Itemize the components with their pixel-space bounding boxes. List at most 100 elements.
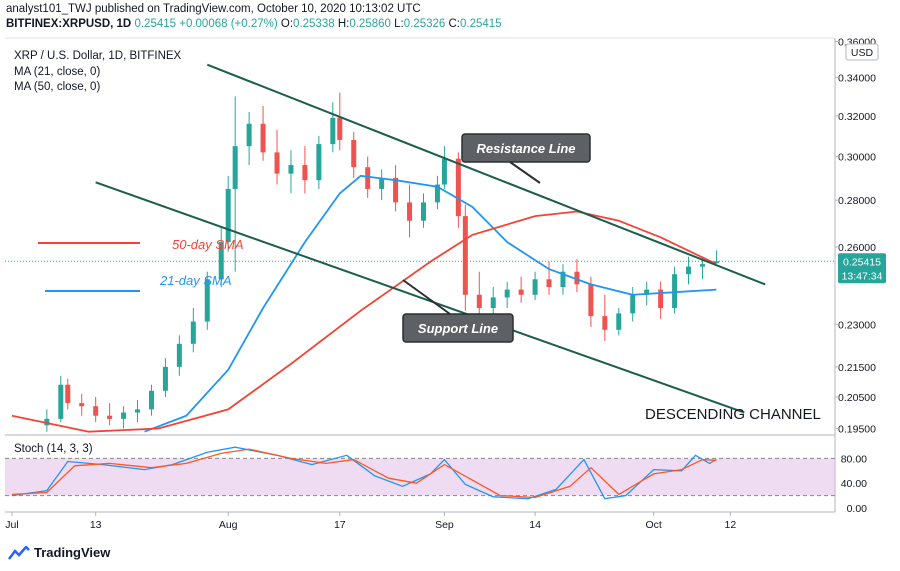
stoch-band — [5, 458, 835, 496]
candle — [204, 271, 210, 330]
time-tick-label: 17 — [334, 519, 346, 531]
candle — [337, 92, 343, 151]
usd-badge-label: USD — [851, 47, 874, 59]
candle — [225, 175, 231, 252]
support-callout: Support Line — [402, 279, 514, 343]
countdown-value: 13:47:34 — [842, 270, 883, 282]
candle-body — [204, 279, 210, 322]
candle — [518, 276, 524, 303]
last-price-value: 0.25415 — [843, 256, 881, 268]
candle-body — [337, 117, 343, 140]
symbol-ohlc-header: BITFINEX:XRPUSD, 1D 0.25415 +0.00068 (+0… — [6, 18, 502, 30]
candle — [393, 165, 399, 212]
time-ticks-group: Jul 13 Aug 17 Sep 14 Oct 12 — [5, 512, 736, 531]
candle-body — [107, 415, 113, 419]
candle-body — [644, 289, 650, 295]
price-tick-label: 0.26000 — [838, 242, 876, 254]
candle — [190, 308, 196, 353]
candle-body — [330, 117, 336, 145]
candle — [560, 264, 566, 295]
candle-body — [65, 384, 71, 404]
ma50-legend[interactable]: MA (50, close, 0) — [14, 81, 101, 93]
candle-body — [379, 177, 385, 189]
candle — [630, 286, 636, 322]
usd-badge[interactable]: USD — [845, 43, 879, 61]
support-label: Support Line — [418, 321, 498, 336]
candle-body — [504, 289, 510, 298]
open-label: O: — [280, 18, 294, 30]
candle — [504, 281, 510, 309]
candle — [574, 259, 580, 293]
candle — [93, 396, 99, 423]
candle — [546, 261, 552, 295]
candle — [107, 403, 113, 426]
time-tick-label: Oct — [645, 519, 661, 531]
candle-body — [462, 216, 468, 295]
candle — [246, 111, 252, 166]
time-tick-label: 13 — [90, 519, 102, 531]
price-tick-label: 0.20500 — [838, 392, 876, 404]
candle-body — [148, 390, 154, 410]
change-value: +0.00068 (+0.27%) — [179, 18, 278, 30]
chart-title[interactable]: XRP / U.S. Dollar, 1D, BITFINEX — [14, 50, 182, 62]
time-tick-label: Aug — [219, 519, 238, 531]
candle — [379, 169, 385, 201]
candle-body — [602, 316, 608, 330]
price-ticks-group: 0.360000.340000.320000.300000.280000.260… — [835, 36, 876, 435]
candle-body — [630, 294, 636, 314]
low-value: 0.25326 — [403, 18, 446, 30]
candle — [602, 294, 608, 341]
resistance-callout: Resistance Line — [461, 133, 591, 184]
candle-body — [365, 167, 371, 189]
candle — [316, 135, 322, 189]
stoch-lines-group — [11, 446, 717, 500]
candle-body — [434, 184, 440, 203]
candle-body — [218, 242, 224, 280]
price-value: 0.25415 — [134, 18, 177, 30]
candle — [65, 378, 71, 410]
candle — [686, 256, 692, 285]
close-value: 0.25415 — [459, 18, 502, 30]
price-tick-label: 0.28000 — [838, 195, 876, 207]
tradingview-logo[interactable]: TradingView — [8, 545, 110, 560]
candle-body — [588, 284, 594, 317]
time-tick-label: Jul — [5, 519, 18, 531]
publication-header: analyst101_TWJ published on TradingView.… — [6, 3, 421, 15]
candle-body — [574, 271, 580, 285]
candle-body — [190, 321, 196, 344]
ma50-annotation: 50-day SMA — [172, 237, 244, 252]
candle — [330, 102, 336, 153]
candle-body — [121, 412, 127, 419]
stoch-tick-label: 0.00 — [847, 503, 868, 515]
candle — [420, 193, 426, 228]
last-price-badge: 0.25415 13:47:34 — [838, 253, 886, 284]
candles-group — [44, 92, 719, 432]
candle — [672, 266, 678, 314]
time-tick-label: Sep — [435, 519, 454, 531]
resistance-label: Resistance Line — [477, 141, 576, 156]
candle-body — [407, 202, 413, 221]
symbol-label: BITFINEX:XRPUSD, 1D — [6, 18, 132, 30]
candle — [351, 131, 357, 178]
candle-body — [686, 266, 692, 275]
ma21-line — [144, 174, 717, 433]
ma-lines-group — [11, 174, 717, 433]
candle — [658, 281, 664, 319]
stoch-d-line — [11, 448, 717, 499]
candle — [44, 409, 50, 432]
ma21-legend[interactable]: MA (21, close, 0) — [14, 66, 101, 78]
candle-body — [518, 289, 524, 295]
stoch-tick-label: 40.00 — [841, 478, 867, 490]
ma50-line — [11, 210, 717, 433]
candle-body — [393, 177, 399, 203]
candle — [302, 146, 308, 194]
stoch-legend[interactable]: Stoch (14, 3, 3) — [14, 443, 93, 455]
price-tick-label: 0.23000 — [838, 319, 876, 331]
tradingview-brand-label: TradingView — [34, 545, 111, 560]
candle-body — [260, 123, 266, 153]
candle-body — [246, 123, 252, 147]
candle-body — [699, 264, 705, 267]
high-label: H: — [337, 18, 350, 30]
candle — [162, 358, 168, 397]
